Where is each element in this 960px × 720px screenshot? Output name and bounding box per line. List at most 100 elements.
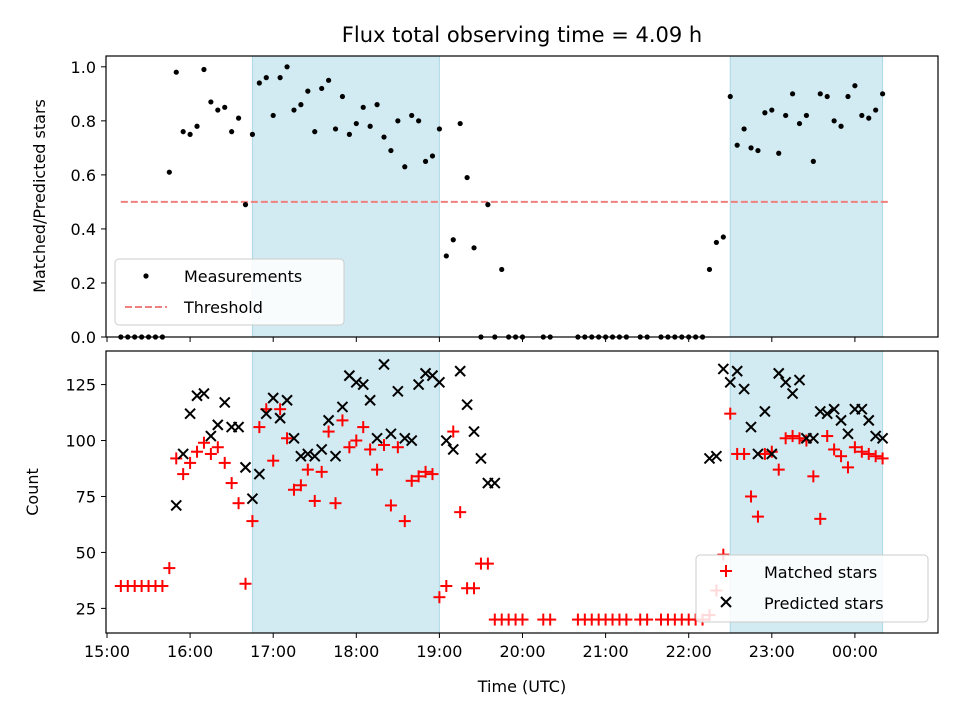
predicted-star-point	[170, 499, 182, 512]
measurement-point	[339, 93, 346, 100]
measurement-point	[762, 110, 768, 116]
measurement-point	[776, 150, 782, 156]
measurement-point	[471, 245, 477, 251]
measurement-point	[381, 134, 387, 140]
matched-star-point	[197, 436, 210, 449]
predicted-star-point	[766, 448, 778, 460]
predicted-star-point	[461, 399, 473, 411]
matched-star-point	[253, 421, 266, 434]
measurement-point	[367, 123, 373, 129]
matched-star-point	[384, 499, 397, 512]
predicted-star-point	[378, 358, 390, 371]
matched-star-point	[398, 515, 411, 528]
predicted-star-point	[835, 414, 847, 427]
measurement-point	[803, 112, 810, 119]
predicted-star-point	[385, 428, 397, 440]
matched-star-point	[793, 432, 806, 445]
matched-star-point	[468, 582, 481, 595]
measurement-point	[741, 126, 747, 132]
matched-star-point	[440, 580, 453, 592]
matched-star-point	[357, 421, 370, 434]
predicted-star-point	[253, 468, 266, 480]
matched-star-point	[481, 557, 494, 570]
xtick-label: 20:00	[499, 642, 545, 661]
top-panel: 0.0 0.2 0.4 0.6 0.8 1.0 Matched/Predicted sta…	[30, 55, 939, 347]
measurement-point	[229, 129, 235, 135]
bottom-ylabel: Count	[23, 468, 42, 516]
matched-star-point	[807, 470, 820, 483]
matched-star-point	[225, 477, 238, 490]
predicted-star-point	[724, 376, 736, 389]
measurement-point	[291, 107, 297, 113]
predicted-star-point	[329, 450, 342, 462]
measurement-point	[450, 237, 456, 243]
measurement-point	[845, 93, 851, 100]
bottom-legend-box	[695, 554, 929, 623]
measurement-point	[880, 91, 886, 97]
predicted-star-point	[274, 412, 286, 424]
matched-star-point	[378, 439, 390, 451]
measurement-point	[242, 202, 249, 208]
measurement-point	[464, 174, 470, 181]
measurement-point	[222, 104, 228, 110]
matched-star-point	[828, 443, 841, 456]
predicted-star-point	[842, 428, 854, 440]
matched-star-point	[786, 430, 799, 443]
predicted-star-point	[205, 430, 217, 442]
measurement-point	[436, 126, 442, 132]
measurement-point	[485, 202, 491, 208]
matched-star-point	[329, 497, 342, 510]
matched-star-point	[170, 452, 183, 465]
matched-star-point	[862, 447, 875, 460]
matched-star-point	[758, 447, 771, 460]
matched-star-point	[454, 506, 467, 519]
measurement-point	[326, 77, 332, 83]
predicted-star-point	[773, 367, 785, 380]
matched-star-point	[835, 450, 848, 463]
predicted-star-point	[807, 432, 820, 444]
measurement-point	[866, 115, 872, 121]
measurement-point	[263, 75, 269, 81]
matched-star-point	[426, 468, 439, 481]
predicted-star-point	[828, 403, 840, 415]
predicted-star-point	[433, 376, 446, 389]
predicted-star-point	[350, 376, 363, 389]
matched-star-point	[814, 512, 827, 525]
top-ytick-label: 0.0	[71, 328, 96, 347]
matched-star-point	[274, 403, 287, 416]
matched-star-point	[745, 490, 758, 503]
measurement-point	[319, 85, 325, 92]
measurement-point	[284, 64, 290, 70]
measurement-point	[332, 126, 339, 132]
measurement-point	[353, 120, 359, 127]
measurement-point	[402, 164, 408, 170]
measurement-point	[838, 123, 844, 129]
measurement-point	[873, 107, 879, 113]
matched-star-point	[516, 613, 529, 626]
measurement-point	[734, 142, 740, 148]
measurement-point	[395, 118, 401, 124]
measurement-point	[443, 253, 449, 259]
xtick-label: 16:00	[167, 642, 213, 661]
measurement-point	[706, 266, 713, 273]
predicted-star-point	[786, 387, 799, 400]
measurement-point	[789, 91, 796, 97]
matched-star-point	[267, 454, 280, 467]
measurement-point	[852, 83, 858, 89]
measurement-point	[769, 107, 775, 113]
measurement-point	[810, 158, 816, 164]
top-legend: Measurements Threshold	[114, 258, 345, 326]
matched-star-point	[772, 463, 785, 476]
matched-star-point	[177, 468, 190, 481]
matched-star-point	[239, 577, 252, 590]
predicted-star-point	[703, 452, 716, 465]
matched-star-point	[724, 407, 737, 420]
measurement-point	[727, 93, 733, 100]
matched-star-point	[246, 515, 259, 528]
measurement-point	[713, 239, 720, 246]
predicted-star-point	[184, 407, 196, 420]
predicted-star-point	[779, 376, 792, 389]
matched-star-point	[184, 456, 197, 469]
matched-star-point	[232, 497, 245, 510]
